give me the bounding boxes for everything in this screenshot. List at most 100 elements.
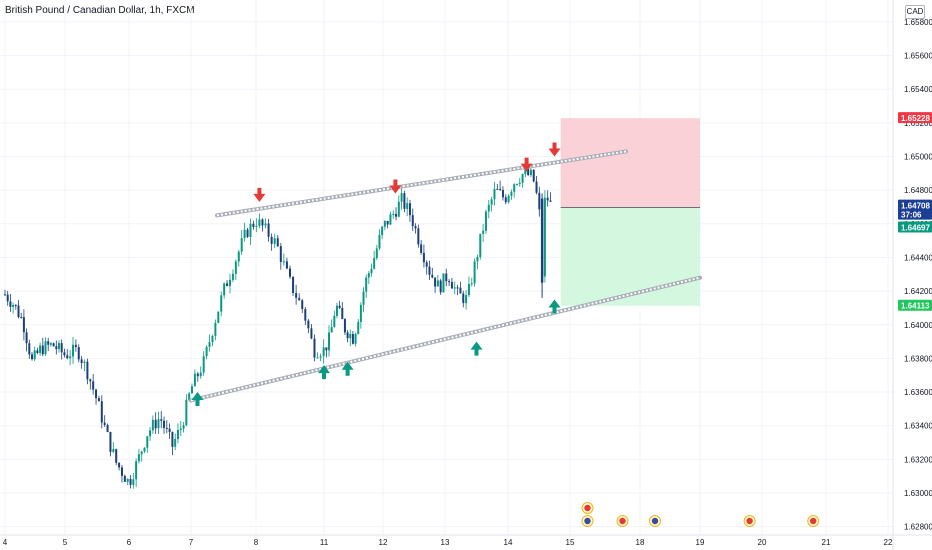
current-price-label: 1.64708: [901, 202, 930, 211]
candle-body: [420, 244, 423, 253]
candle-body: [406, 203, 409, 209]
candle-body: [465, 295, 468, 304]
candle-body: [467, 284, 470, 296]
event-dot: [619, 517, 626, 525]
candle-body: [359, 304, 362, 322]
candle-body: [400, 193, 403, 202]
candle-body: [135, 461, 138, 480]
candle-body: [66, 355, 69, 359]
event-markers: [581, 502, 820, 527]
candle-body: [69, 356, 72, 359]
candle-body: [518, 182, 521, 185]
candle-body: [234, 261, 237, 274]
candle-body: [72, 344, 74, 357]
candle-body: [484, 211, 487, 231]
candle-body: [490, 199, 493, 205]
candle-body: [157, 419, 160, 429]
candle-body: [255, 225, 258, 227]
price-tick-label: 1.63800: [904, 354, 932, 363]
arrow-up-icon: [191, 392, 204, 407]
time-tick-label: 8: [254, 538, 259, 547]
arrow-up-icon: [548, 299, 561, 314]
current-price-label-timer: 37:06: [901, 211, 922, 220]
candle-body: [414, 226, 417, 229]
candle-body: [349, 334, 352, 339]
time-tick-label: 7: [189, 538, 194, 547]
candle-body: [143, 447, 146, 452]
candle-body: [246, 229, 249, 237]
price-tick-label: 1.64000: [904, 321, 932, 330]
candle-body: [428, 266, 431, 275]
candle-body: [282, 261, 285, 263]
candle-body: [83, 361, 86, 364]
candle-body: [123, 475, 126, 482]
candle-body: [386, 220, 389, 225]
candle-body: [229, 279, 231, 287]
candle-body: [208, 342, 211, 347]
candle-body: [417, 228, 420, 245]
currency-badge[interactable]: CAD: [905, 5, 925, 19]
candle-body: [132, 479, 135, 485]
candle-body: [63, 352, 66, 356]
candle-body: [97, 398, 100, 402]
candle-body: [106, 424, 109, 432]
candle-body: [453, 287, 456, 289]
arrow-down-icon: [389, 179, 402, 194]
candle-body: [425, 262, 428, 267]
candle-body: [74, 344, 77, 347]
candle-body: [513, 184, 516, 192]
price-tick-label: 1.65800: [904, 18, 932, 27]
candle-body: [129, 479, 132, 485]
candle-body: [532, 169, 535, 182]
time-tick-label: 13: [441, 538, 450, 547]
candle-body: [89, 379, 92, 382]
price-tick-label: 1.65200: [904, 119, 932, 128]
candle-body: [462, 293, 465, 304]
candle-body: [100, 401, 103, 423]
candle-body: [375, 248, 378, 259]
channel-lines: [189, 149, 702, 403]
candle-body: [313, 338, 316, 358]
candle-body: [258, 219, 261, 226]
entry-price-label-box: [898, 221, 932, 233]
price-tick-label: 1.65400: [904, 85, 932, 94]
candle-body: [515, 184, 518, 186]
take-profit-zone: [560, 207, 700, 306]
candle-body: [473, 261, 476, 284]
candle-body: [493, 188, 496, 200]
current-price-label-box: [898, 199, 932, 220]
candle-body: [422, 252, 425, 263]
candle-body: [335, 305, 338, 316]
candle-body: [292, 276, 295, 294]
candle-body: [190, 386, 193, 394]
candle-body: [58, 343, 60, 350]
candle-body: [95, 389, 98, 399]
candle-body: [80, 359, 83, 364]
price-tick-label: 1.63600: [904, 388, 932, 397]
stop-price-label: 1.65228: [901, 114, 930, 123]
arrow-down-icon: [548, 142, 561, 157]
candle-body: [270, 236, 273, 244]
candle-body: [456, 287, 459, 289]
candle-body: [276, 238, 279, 247]
candle-body: [109, 431, 112, 452]
candle-body: [499, 189, 502, 191]
time-tick-label: 12: [379, 538, 388, 547]
candle-body: [476, 257, 479, 262]
time-tick-label: 19: [696, 538, 705, 547]
time-tick-label: 14: [504, 538, 513, 547]
price-axis: 1.62800 1.63000 1.63200 1.63400 1.63600 1.638…: [904, 18, 932, 532]
candle-body: [529, 169, 532, 175]
candle-body: [55, 346, 58, 350]
candle-body: [395, 213, 398, 217]
candle-body: [470, 283, 473, 285]
candle-body: [273, 238, 276, 244]
candle-body: [92, 381, 95, 390]
candle-body: [9, 301, 12, 307]
candle-body: [171, 432, 174, 447]
event-dot: [584, 517, 591, 525]
position-zones: [560, 118, 700, 306]
candle-body: [120, 467, 123, 476]
